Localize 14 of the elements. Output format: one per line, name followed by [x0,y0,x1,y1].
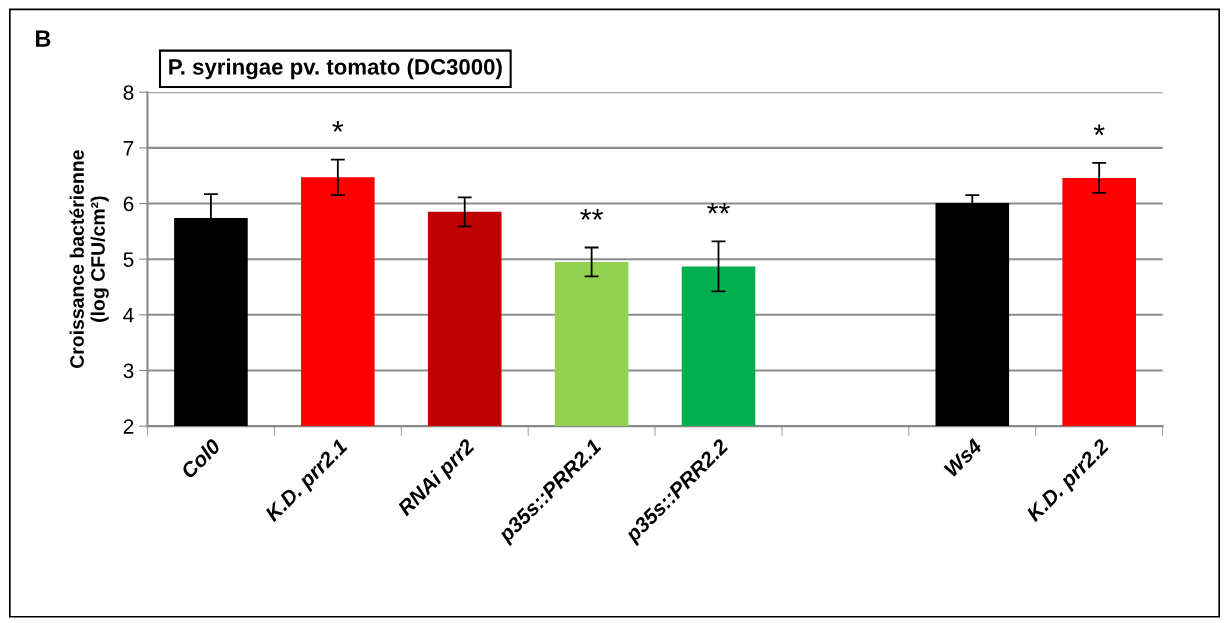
annotation: ** [707,202,730,214]
chart-title: P. syringae pv. tomato (DC3000) [169,58,502,80]
y-tick-label: 4 [123,308,134,323]
y-tick-label: 3 [123,363,134,379]
y-tick-label: 5 [123,252,134,267]
annotation: * [332,121,344,132]
y-tick-label: 7 [123,141,134,156]
y-tick-label: 6 [123,196,134,212]
y-axis-title: Croissance bactérienne (log CFU/cm²) [69,150,109,369]
text: B [35,30,51,47]
y-tick-label: 2 [123,419,134,434]
annotation: ** [580,209,604,220]
annotation: * [1093,124,1105,136]
y-tick-label: 8 [123,85,134,100]
